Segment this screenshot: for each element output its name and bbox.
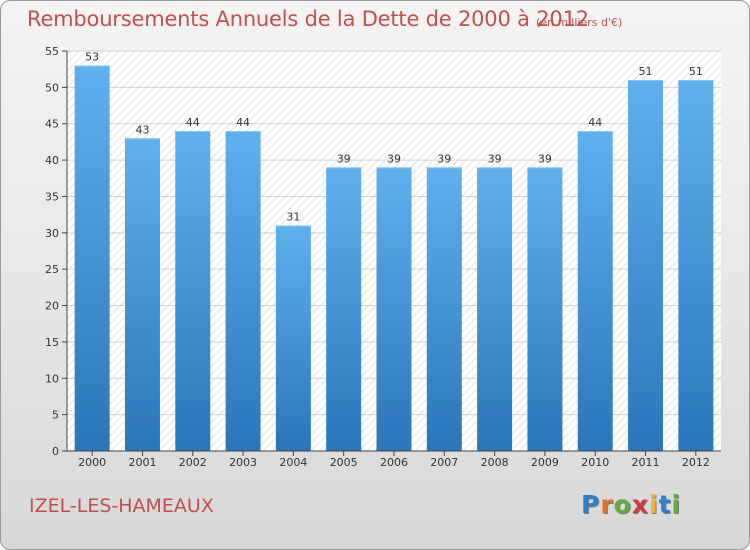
bar [275,225,311,451]
y-tick-label: 5 [52,409,59,422]
logo-letter: t [658,490,672,519]
y-tick-label: 20 [45,300,59,313]
x-tick-label: 2001 [128,456,156,469]
x-tick-label: 2010 [581,456,609,469]
x-tick-label: 2011 [632,456,660,469]
bar [577,131,613,451]
y-tick-label: 55 [45,45,59,58]
x-tick-label: 2006 [380,456,408,469]
chart-unit-subtitle: (en milliers d'€) [536,16,623,29]
bar-value-label: 53 [85,51,99,64]
logo-letter: x [631,490,649,519]
x-tick-label: 2012 [682,456,710,469]
y-tick-label: 0 [52,445,59,458]
bar-value-label: 43 [135,123,149,136]
x-tick-label: 2009 [531,456,559,469]
x-tick-label: 2005 [330,456,358,469]
bar [477,167,513,451]
bar-value-label: 51 [639,65,653,78]
x-tick-label: 2000 [78,456,106,469]
bar [376,167,412,451]
logo-letter: i [671,490,682,519]
bar-value-label: 39 [488,152,502,165]
y-tick-label: 45 [45,118,59,131]
y-tick-label: 10 [45,372,59,385]
bar-value-label: 44 [236,116,250,129]
location-name: IZEL-LES-HAMEAUX [29,495,214,517]
bar-value-label: 39 [437,152,451,165]
bar-value-label: 44 [588,116,602,129]
x-tick-label: 2008 [481,456,509,469]
x-tick-label: 2003 [229,456,257,469]
bar [124,138,160,452]
bar-value-label: 31 [286,211,300,224]
bar-value-label: 39 [538,152,552,165]
bar-value-label: 44 [186,116,200,129]
bar [678,80,714,451]
y-tick-label: 30 [45,227,59,240]
y-tick-label: 50 [45,81,59,94]
bar-value-label: 39 [387,152,401,165]
logo-letter: o [613,490,632,519]
bar [74,65,110,451]
y-tick-label: 25 [45,263,59,276]
x-tick-label: 2002 [179,456,207,469]
logo-letter: i [649,490,659,519]
x-tick-label: 2007 [430,456,458,469]
proxiti-logo: Proxiti [581,490,681,519]
bar-value-label: 39 [337,152,351,165]
y-tick-label: 35 [45,190,59,203]
bar [326,167,362,451]
bar [628,80,664,451]
y-tick-label: 15 [45,336,59,349]
chart-title: Remboursements Annuels de la Dette de 20… [27,7,589,31]
x-tick-label: 2004 [279,456,307,469]
bar [225,131,261,451]
bar [426,167,462,451]
logo-letter: P [581,490,601,519]
bar [175,131,211,451]
bar [527,167,563,451]
y-tick-label: 40 [45,154,59,167]
bar-value-label: 51 [689,65,703,78]
logo-letter: r [600,490,614,519]
